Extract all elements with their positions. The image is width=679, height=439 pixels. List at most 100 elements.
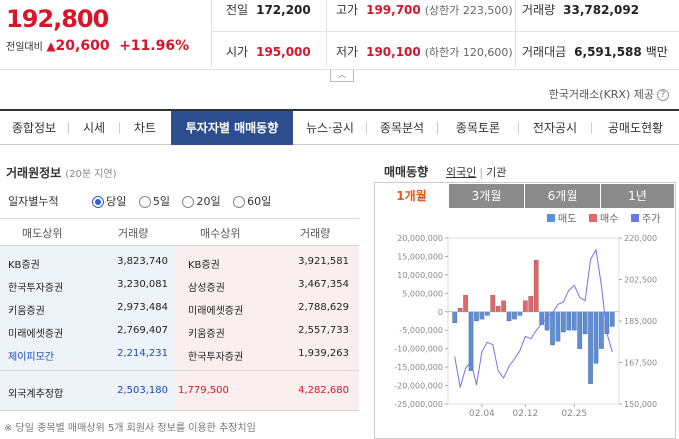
quote-volume: 거래량 33,782,092 [522, 3, 640, 17]
sell-broker[interactable]: 한국투자증권 [8, 283, 64, 294]
tab-disclosure[interactable]: 전자공시 [532, 121, 578, 135]
tab-chart[interactable]: 차트 [133, 121, 157, 135]
sell-broker[interactable]: KB증권 [8, 260, 40, 271]
period-tab-3m[interactable]: 3개월 [449, 184, 525, 208]
legend-swatch-0 [547, 214, 555, 222]
period-tab-6m[interactable]: 6개월 [525, 184, 601, 208]
tab-divider [68, 122, 69, 134]
sell-bar [598, 311, 604, 349]
buy-broker[interactable]: 삼성증권 [188, 283, 225, 294]
y-left-tick-label: -20,000,000 [394, 382, 443, 391]
sell-bar [512, 311, 517, 320]
sell-bar [479, 311, 485, 320]
radio-60day[interactable]: 60일 [233, 195, 271, 208]
radio-5day[interactable]: 5일 [138, 195, 170, 208]
radio-icon[interactable] [182, 196, 195, 208]
up-arrow-icon: ▲ [46, 39, 56, 53]
change-label: 전일대비 [6, 42, 43, 53]
sell-bar [577, 311, 583, 349]
buy-volume: 3,467,354 [298, 279, 349, 290]
buy-broker[interactable]: 키움증권 [188, 329, 225, 340]
buy-background [176, 245, 359, 410]
tab-divider [119, 122, 120, 134]
tab-divider [437, 122, 438, 134]
period-tab-1m[interactable]: 1개월 [375, 184, 449, 208]
main-tab-bar: 종합정보 시세 차트 투자자별 매매동향 뉴스·공시 종목분석 종목토론 전자공… [0, 109, 679, 145]
x-tick-label: 02.12 [512, 409, 538, 419]
tab-news[interactable]: 뉴스·공시 [306, 121, 354, 135]
radio-20day[interactable]: 20일 [182, 195, 221, 208]
current-price: 192,800 [6, 5, 109, 33]
link-institution[interactable]: 기관 [486, 166, 507, 179]
table-foreign-line [0, 370, 359, 371]
foreign-total-label: 외국계추정합 [8, 389, 64, 400]
legend-label-1: 매수 [600, 213, 618, 225]
plot-area [447, 237, 620, 405]
tab-summary[interactable]: 종합정보 [11, 121, 57, 135]
buy-bar [495, 305, 501, 313]
radio-icon[interactable] [138, 196, 151, 208]
tab-analysis[interactable]: 종목분석 [379, 121, 425, 135]
collapse-chevron-icon[interactable]: ︿ [330, 70, 354, 82]
quote-low: 저가 190,100 (하한가 120,600) [336, 45, 513, 59]
header-bottom-line [0, 69, 679, 70]
link-foreign[interactable]: 외국인 [446, 166, 477, 179]
cumulative-period-selector: 일자별누적 당일 5일 20일 60일 [8, 193, 280, 209]
header-buy-volume: 거래량 [300, 227, 331, 240]
investor-type-links: 외국인 | 기관 [446, 164, 506, 180]
buy-broker[interactable]: 한국투자증권 [188, 352, 244, 363]
change-percent: +11.96% [119, 38, 190, 54]
sell-volume: 2,214,231 [117, 348, 168, 359]
broker-section-title: 거래원정보 (20분 지연) [6, 166, 117, 180]
y-right-tick-label: 185,000 [624, 317, 657, 326]
y-left-tick-label: -25,000,000 [394, 400, 443, 409]
y-left-tick-label: 5,000,000 [402, 289, 443, 298]
source-credit: 한국거래소(KRX) 제공? [549, 86, 669, 102]
legend-label-2: 주가 [642, 213, 660, 225]
radio-icon[interactable] [233, 196, 246, 208]
sell-bar [474, 311, 479, 322]
sell-volume: 3,823,740 [117, 256, 168, 267]
sell-bar [517, 311, 523, 316]
sell-background [0, 245, 176, 410]
footnote: ※ 당일 종목별 매매상위 5개 회원사 정보를 이용한 추정치임 [4, 423, 256, 434]
header-sell-top: 매도상위 [22, 227, 63, 240]
trade-chart: 매도 매수 주가 20,000,000 15,000,000 10,000,000 5,00… [394, 213, 660, 419]
sell-bar [593, 311, 599, 364]
tab-investor-trading[interactable]: 투자자별 매매동향 [171, 111, 293, 145]
sell-volume: 3,230,081 [117, 279, 168, 290]
y-left-tick-label: 15,000,000 [397, 252, 443, 261]
buy-broker[interactable]: KB증권 [188, 260, 220, 271]
sell-bar [588, 311, 593, 384]
sell-bar [506, 311, 512, 322]
help-icon[interactable]: ? [657, 89, 669, 101]
radio-checked-icon[interactable] [92, 196, 105, 208]
sell-bar [484, 311, 490, 316]
period-tab-1y[interactable]: 1년 [601, 184, 675, 208]
link-separator: | [479, 166, 484, 179]
buy-bar [533, 259, 539, 313]
sell-broker[interactable]: 미래에셋증권 [8, 329, 64, 340]
sell-bar [560, 311, 566, 333]
sell-volume: 2,973,484 [117, 302, 168, 313]
quote-trade-value: 거래대금 6,591,588 백만 [522, 45, 668, 59]
radio-today[interactable]: 당일 [92, 195, 126, 208]
tab-discussion[interactable]: 종목토론 [455, 121, 501, 135]
sell-broker[interactable]: 키움증권 [8, 306, 45, 317]
buy-broker[interactable]: 미래에셋증권 [188, 306, 244, 317]
sell-broker-foreign[interactable]: 제이피모간 [8, 352, 54, 363]
tab-short-selling[interactable]: 공매도현황 [607, 121, 664, 135]
buy-bar [522, 300, 528, 313]
buy-bar [528, 296, 534, 313]
buy-volume: 2,788,629 [298, 302, 349, 313]
table-top-line [0, 218, 359, 219]
sell-bar [609, 311, 615, 327]
sell-bar [582, 311, 588, 335]
header-sell-volume: 거래량 [118, 227, 149, 240]
price-change: 전일대비 ▲20,600 +11.96% [6, 38, 189, 54]
cumulative-label: 일자별누적 [8, 195, 59, 208]
foreign-sell-total: 2,503,180 [117, 385, 168, 396]
sell-bar [555, 311, 561, 342]
tab-quote[interactable]: 시세 [82, 121, 106, 135]
y-left-tick-label: -10,000,000 [394, 345, 443, 354]
